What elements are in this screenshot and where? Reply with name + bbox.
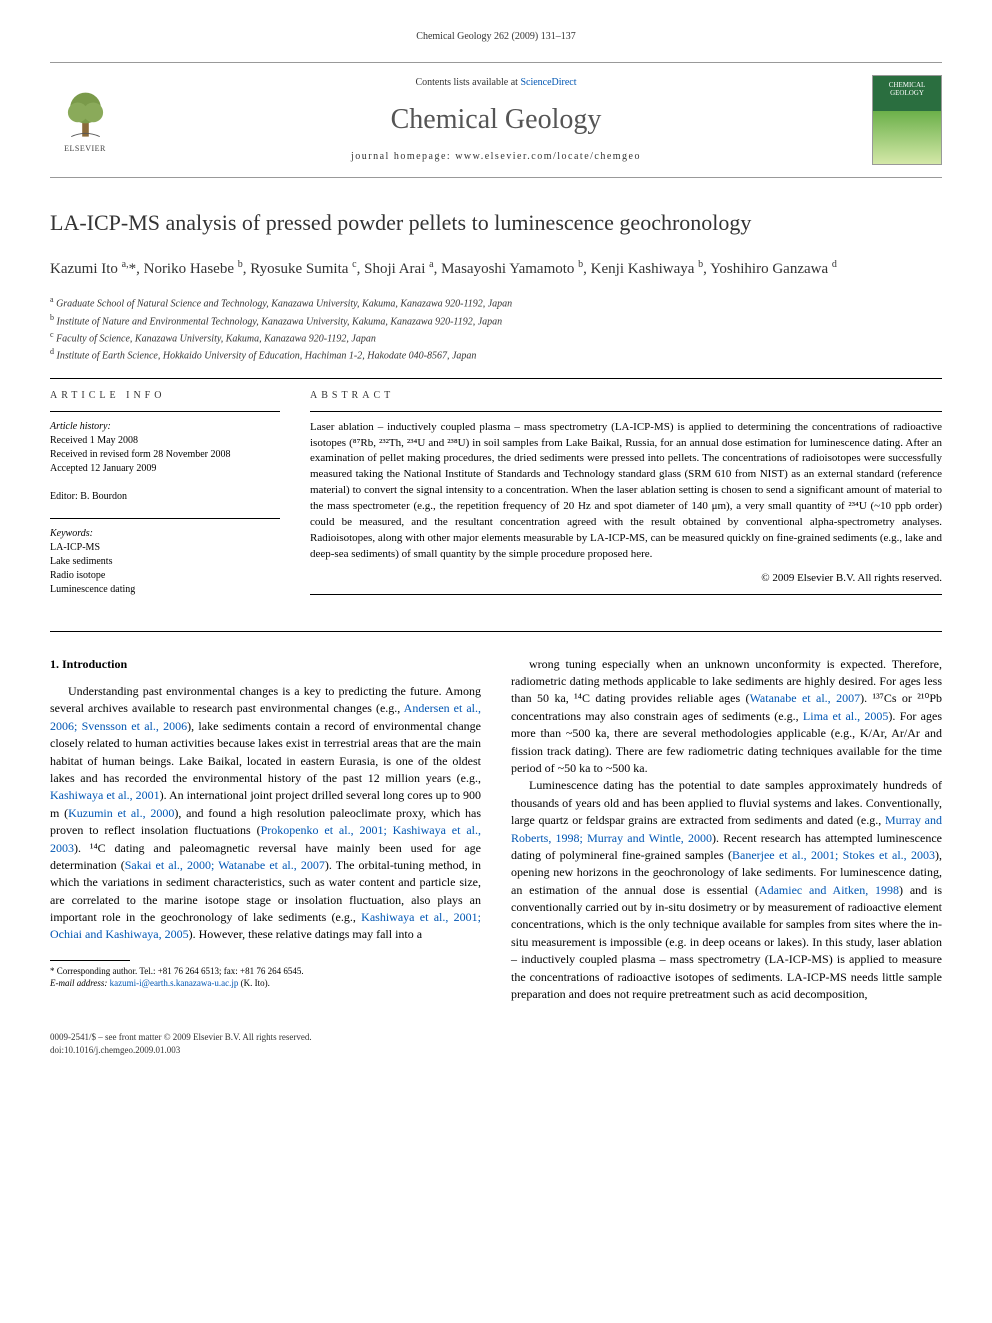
history-revised: Received in revised form 28 November 200… xyxy=(50,448,280,462)
divider xyxy=(50,411,280,412)
article-title: LA-ICP-MS analysis of pressed powder pel… xyxy=(50,208,942,239)
article-history: Article history: Received 1 May 2008 Rec… xyxy=(50,420,280,476)
contents-line: Contents lists available at ScienceDirec… xyxy=(120,76,872,90)
homepage-prefix: journal homepage: xyxy=(351,151,455,162)
footnote-email-line: E-mail address: kazumi-i@earth.s.kanazaw… xyxy=(50,977,481,990)
body-text-span: ). However, these relative datings may f… xyxy=(189,927,422,941)
divider xyxy=(50,631,942,632)
footer-left: 0009-2541/$ – see front matter © 2009 El… xyxy=(50,1031,312,1056)
citation-link[interactable]: Watanabe et al., 2007 xyxy=(750,691,861,705)
sciencedirect-link[interactable]: ScienceDirect xyxy=(520,77,576,88)
history-label: Article history: xyxy=(50,420,280,434)
journal-cover-thumb: CHEMICAL GEOLOGY xyxy=(872,75,942,165)
abstract-column: ABSTRACT Laser ablation – inductively co… xyxy=(310,389,942,611)
journal-name: Chemical Geology xyxy=(120,100,872,139)
editor-line: Editor: B. Bourdon xyxy=(50,490,280,504)
keywords-label: Keywords: xyxy=(50,527,280,541)
citation-link[interactable]: Kashiwaya et al., 2001 xyxy=(50,788,160,802)
citation-link[interactable]: Banerjee et al., 2001; Stokes et al., 20… xyxy=(732,848,935,862)
homepage-line: journal homepage: www.elsevier.com/locat… xyxy=(120,150,872,164)
body-para-1: Understanding past environmental changes… xyxy=(50,683,481,944)
citation-link[interactable]: Adamiec and Aitken, 1998 xyxy=(759,883,899,897)
banner-center: Contents lists available at ScienceDirec… xyxy=(120,76,872,163)
citation-link[interactable]: Lima et al., 2005 xyxy=(803,709,889,723)
body-text-span: ) and is conventionally carried out by i… xyxy=(511,883,942,1001)
body-text: 1. Introduction Understanding past envir… xyxy=(50,656,942,1004)
citation-link[interactable]: Kuzumin et al., 2000 xyxy=(68,806,174,820)
divider xyxy=(310,594,942,595)
history-received: Received 1 May 2008 xyxy=(50,434,280,448)
publisher-logo: ELSEVIER xyxy=(50,80,120,160)
email-suffix: (K. Ito). xyxy=(241,978,270,988)
elsevier-tree-icon xyxy=(58,86,113,141)
keywords-block: Keywords: LA-ICP-MSLake sedimentsRadio i… xyxy=(50,527,280,597)
abstract-copyright: © 2009 Elsevier B.V. All rights reserved… xyxy=(310,571,942,586)
footnote-tel-fax: * Corresponding author. Tel.: +81 76 264… xyxy=(50,965,481,978)
author-list: Kazumi Ito a,*, Noriko Hasebe b, Ryosuke… xyxy=(50,257,942,281)
abstract-heading: ABSTRACT xyxy=(310,389,942,403)
email-label: E-mail address: xyxy=(50,978,107,988)
divider xyxy=(50,518,280,519)
section-heading-intro: 1. Introduction xyxy=(50,656,481,673)
journal-banner: ELSEVIER Contents lists available at Sci… xyxy=(50,62,942,178)
email-link[interactable]: kazumi-i@earth.s.kanazawa-u.ac.jp xyxy=(110,978,239,988)
article-info-column: ARTICLE INFO Article history: Received 1… xyxy=(50,389,280,611)
affiliation-list: a Graduate School of Natural Science and… xyxy=(50,294,942,363)
history-accepted: Accepted 12 January 2009 xyxy=(50,462,280,476)
citation-link[interactable]: Sakai et al., 2000; Watanabe et al., 200… xyxy=(125,858,325,872)
body-para-2: wrong tuning especially when an unknown … xyxy=(511,656,942,778)
corresponding-author-footnote: * Corresponding author. Tel.: +81 76 264… xyxy=(50,965,481,990)
homepage-url: www.elsevier.com/locate/chemgeo xyxy=(455,151,641,162)
keywords-list: LA-ICP-MSLake sedimentsRadio isotopeLumi… xyxy=(50,541,280,597)
running-header: Chemical Geology 262 (2009) 131–137 xyxy=(50,30,942,44)
abstract-text: Laser ablation – inductively coupled pla… xyxy=(310,420,942,563)
contents-prefix: Contents lists available at xyxy=(415,77,520,88)
footer-front-matter: 0009-2541/$ – see front matter © 2009 El… xyxy=(50,1031,312,1044)
body-para-3: Luminescence dating has the potential to… xyxy=(511,777,942,1003)
footnote-divider xyxy=(50,960,130,961)
page-footer: 0009-2541/$ – see front matter © 2009 El… xyxy=(50,1031,942,1056)
cover-title: CHEMICAL GEOLOGY xyxy=(873,82,941,97)
info-abstract-row: ARTICLE INFO Article history: Received 1… xyxy=(50,389,942,611)
article-info-heading: ARTICLE INFO xyxy=(50,389,280,403)
footer-doi: doi:10.1016/j.chemgeo.2009.01.003 xyxy=(50,1044,312,1057)
divider xyxy=(50,378,942,379)
publisher-logo-label: ELSEVIER xyxy=(64,143,106,154)
divider xyxy=(310,411,942,412)
body-text-span: Luminescence dating has the potential to… xyxy=(511,778,942,827)
